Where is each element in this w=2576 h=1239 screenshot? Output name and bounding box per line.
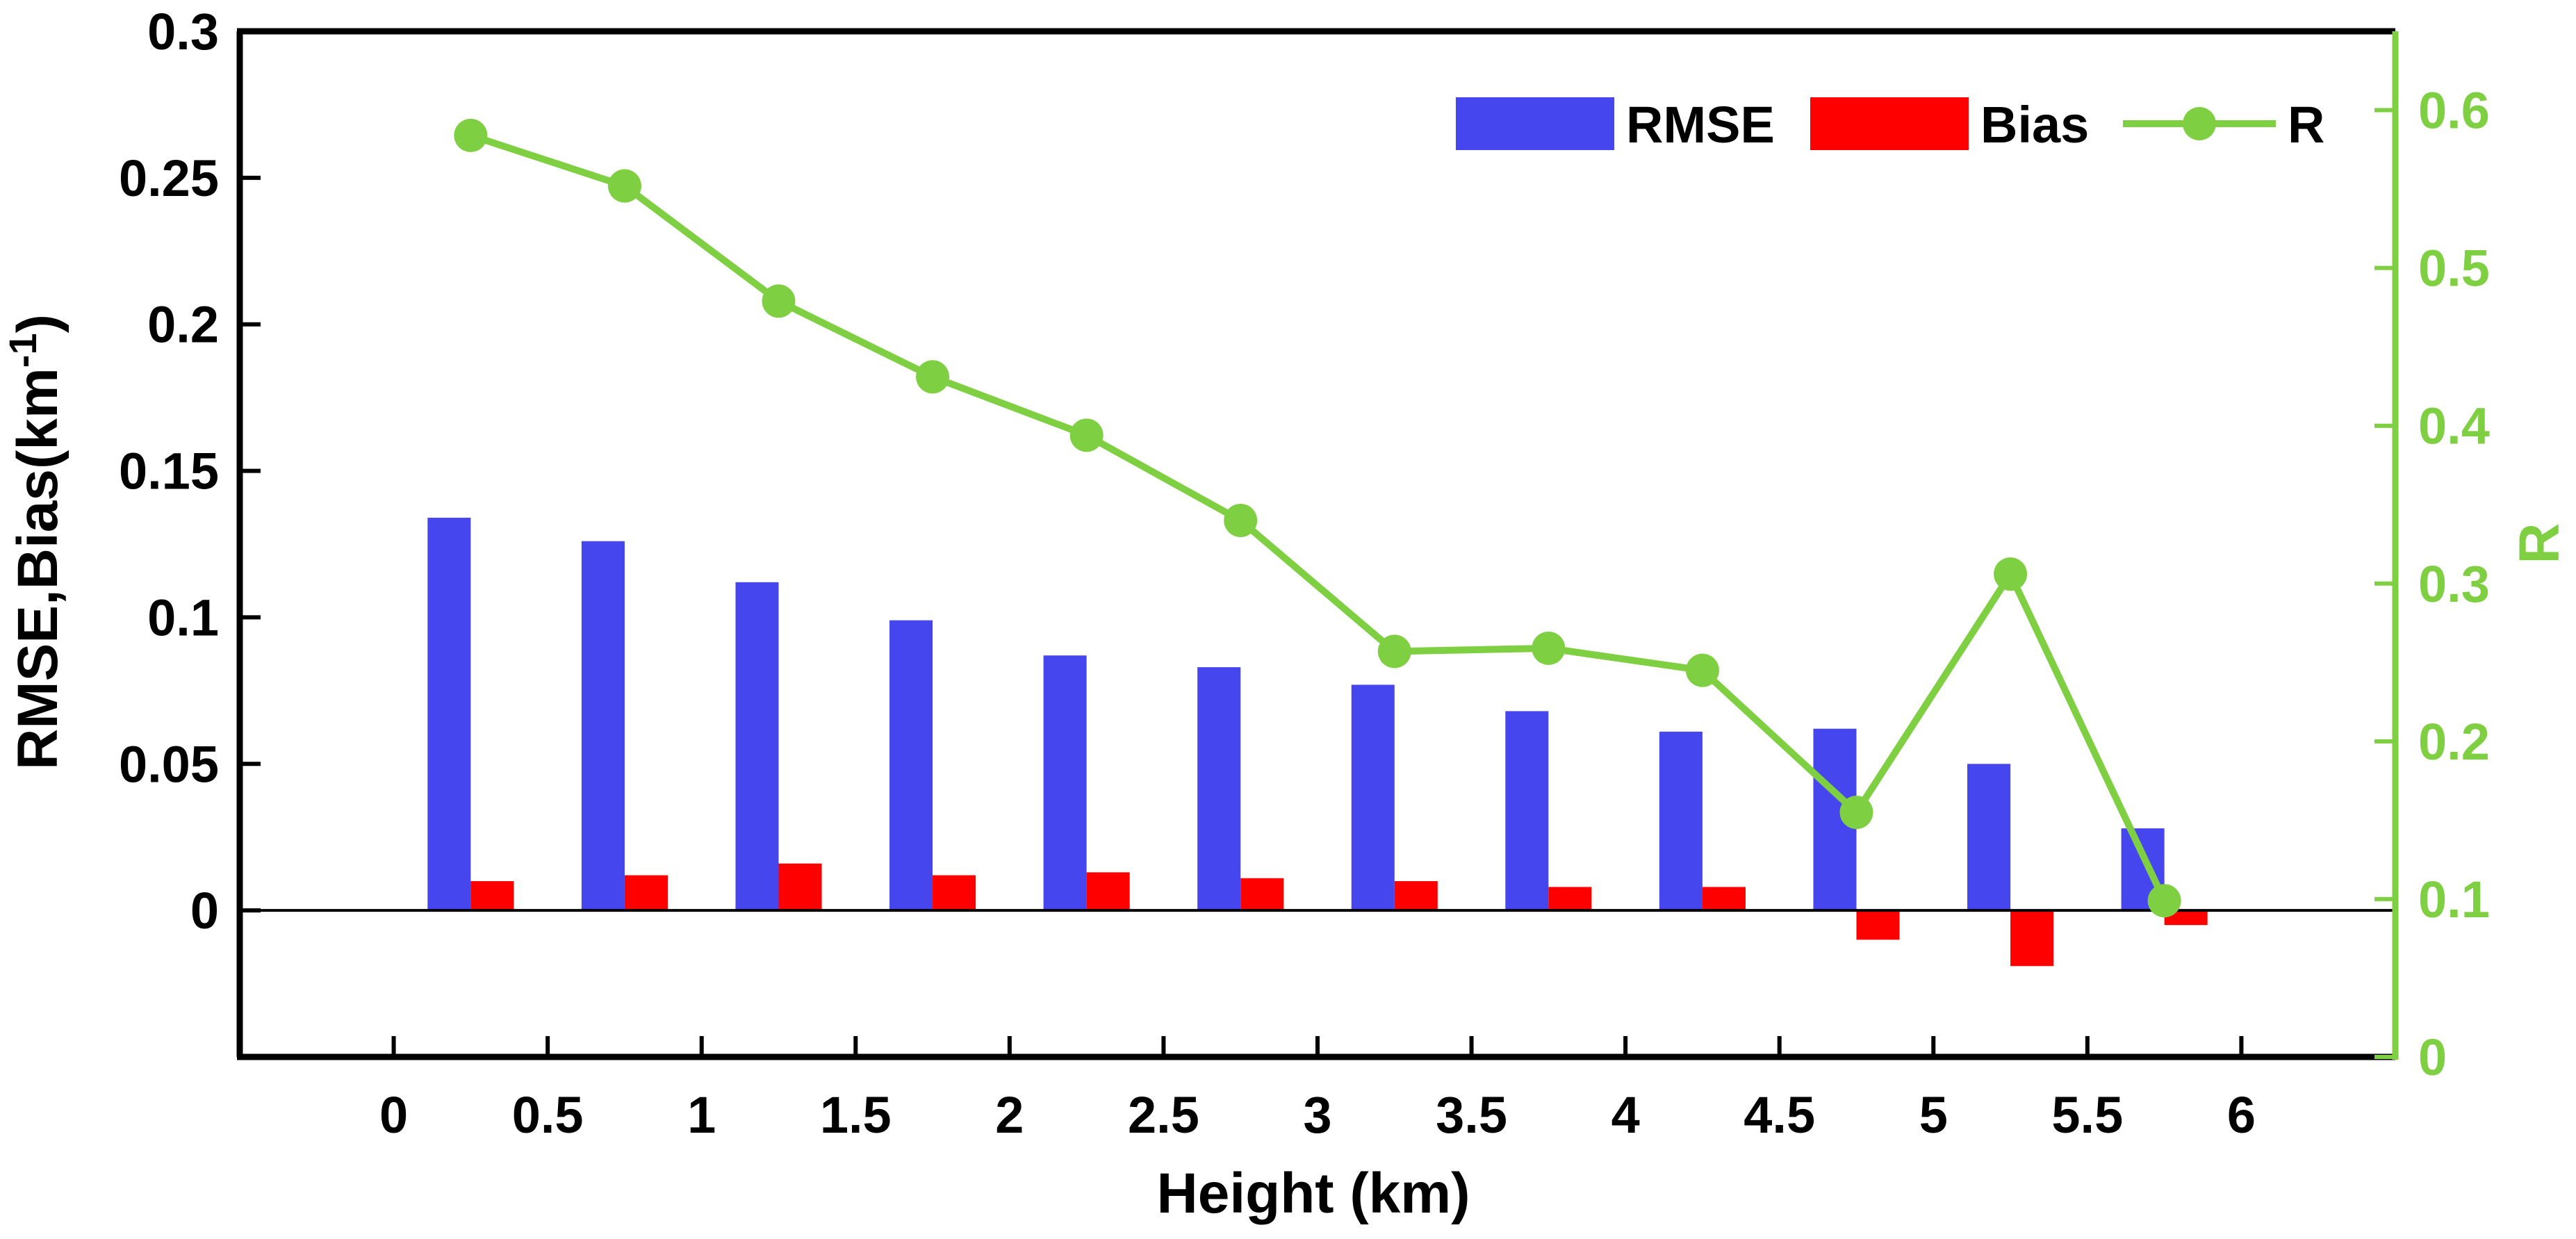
x-axis-title: Height (km) xyxy=(1157,1162,1470,1225)
rmse-bar xyxy=(427,518,471,911)
legend-marker-r xyxy=(2183,107,2216,140)
rmse-bar xyxy=(889,620,933,911)
right-axis-title: R xyxy=(2508,523,2571,564)
bias-bar xyxy=(933,875,976,911)
x-tick-label: 3.5 xyxy=(1436,1086,1507,1144)
left-tick-label: 0.3 xyxy=(147,3,219,60)
rmse-bar xyxy=(1043,655,1087,911)
x-tick-label: 3 xyxy=(1303,1086,1331,1144)
bias-bar xyxy=(2010,910,2054,967)
r-point xyxy=(762,284,796,318)
left-axis-title: RMSE,Bias(km-1) xyxy=(1,314,69,770)
bias-bar xyxy=(1240,878,1284,911)
left-tick-label: 0.05 xyxy=(119,735,219,793)
r-point xyxy=(1377,634,1411,668)
rmse-bar xyxy=(1967,764,2011,911)
r-point xyxy=(1224,503,1258,537)
right-tick-label: 0.3 xyxy=(2418,555,2490,613)
right-tick-label: 0.4 xyxy=(2418,397,2490,455)
legend-swatch-bias xyxy=(1810,97,1969,150)
x-tick-label: 6 xyxy=(2227,1086,2256,1144)
left-axis-title-sup: -1 xyxy=(1,333,44,368)
rmse-bar xyxy=(1505,711,1549,911)
r-point xyxy=(1069,418,1104,452)
rmse-bar xyxy=(735,582,779,911)
rmse-bar xyxy=(1197,667,1241,911)
bias-bar xyxy=(1548,887,1592,911)
r-point xyxy=(454,118,488,152)
bias-bar xyxy=(624,875,668,911)
r-series-line xyxy=(469,132,2168,903)
x-tick-label: 2 xyxy=(995,1086,1024,1144)
bias-bar xyxy=(778,863,822,911)
bias-bar xyxy=(1086,872,1130,911)
r-point xyxy=(916,360,950,394)
ticks-layer: 0 0.05 0.1 0.15 0.2 0.25 0.3 0 0.1 0.2 0.3 0.4 0.5 0.… xyxy=(119,3,2490,1144)
x-tick-label: 4.5 xyxy=(1744,1086,1815,1144)
legend-label-r: R xyxy=(2288,96,2324,154)
left-axis-title-main: RMSE,Bias(km xyxy=(6,368,69,770)
right-tick-label: 0.6 xyxy=(2418,82,2490,140)
left-tick-label: 0.25 xyxy=(119,149,219,207)
x-tick-label: 0 xyxy=(379,1086,408,1144)
left-tick-label: 0 xyxy=(190,882,219,939)
x-tick-label: 1 xyxy=(687,1086,716,1144)
r-point xyxy=(2147,884,2181,918)
legend-swatch-rmse xyxy=(1456,97,1614,150)
r-point xyxy=(1994,557,2028,591)
x-tick-label: 5.5 xyxy=(2051,1086,2123,1144)
legend-label-bias: Bias xyxy=(1980,96,2089,154)
bars-layer xyxy=(427,518,2208,967)
axes-layer xyxy=(236,28,2399,1060)
x-tick-label: 5 xyxy=(1919,1086,1948,1144)
right-tick-label: 0.5 xyxy=(2418,240,2490,297)
x-tick-label: 0.5 xyxy=(512,1086,584,1144)
right-tick-label: 0.1 xyxy=(2418,871,2490,928)
r-line-layer xyxy=(454,118,2181,918)
bias-bar xyxy=(1856,910,1900,940)
legend: RMSE Bias R xyxy=(1456,96,2324,154)
r-point xyxy=(1839,796,1873,830)
bias-bar xyxy=(1702,887,1746,911)
x-tick-label: 1.5 xyxy=(820,1086,892,1144)
left-tick-label: 0.2 xyxy=(147,296,219,354)
rmse-bar xyxy=(1659,731,1703,911)
bias-bar xyxy=(1394,880,1438,911)
bias-bar xyxy=(2164,910,2208,926)
rmse-bar xyxy=(581,541,625,911)
x-tick-label: 4 xyxy=(1611,1086,1640,1144)
r-point xyxy=(1685,653,1719,687)
r-point xyxy=(1532,631,1566,665)
left-tick-label: 0.1 xyxy=(147,589,219,646)
left-tick-label: 0.15 xyxy=(119,443,219,500)
legend-label-rmse: RMSE xyxy=(1626,96,1775,154)
r-point xyxy=(607,169,641,203)
x-tick-label: 2.5 xyxy=(1128,1086,1199,1144)
right-tick-label: 0.2 xyxy=(2418,713,2490,771)
left-axis-title-close: ) xyxy=(6,314,69,333)
bias-bar xyxy=(470,880,514,911)
right-tick-label: 0 xyxy=(2418,1028,2447,1086)
rmse-bar xyxy=(1351,684,1395,911)
